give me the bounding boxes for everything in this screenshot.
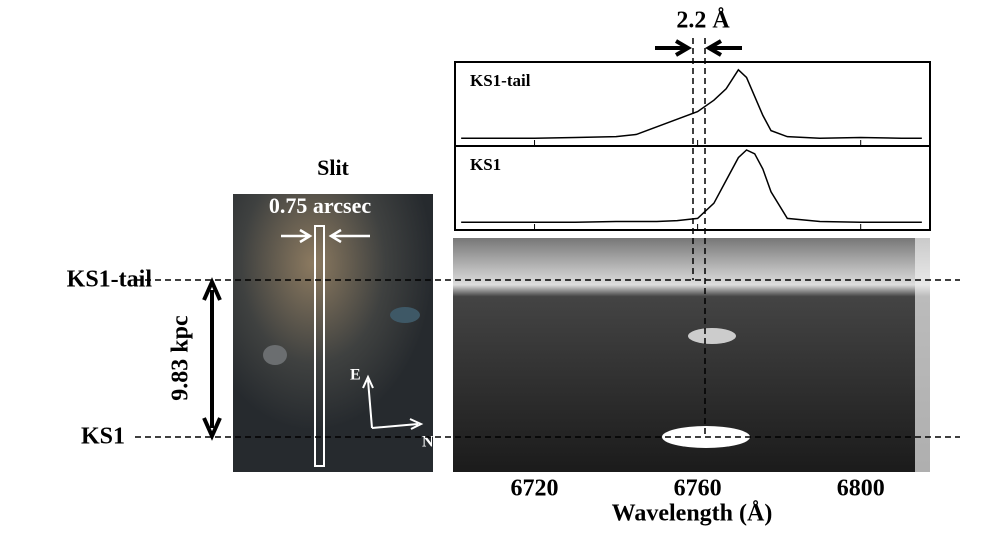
x-tick-label: 6800: [837, 476, 885, 502]
edge: [915, 238, 930, 472]
panel-label: KS1: [470, 155, 501, 174]
offset-arrows: [655, 39, 742, 57]
slit-title: Slit: [317, 155, 349, 180]
blob: [390, 307, 420, 323]
blob: [263, 345, 287, 365]
row-label: KS1-tail: [67, 267, 153, 293]
slit: [314, 225, 325, 467]
scale-arrow: [202, 277, 222, 441]
panel-label: KS1-tail: [470, 71, 531, 90]
compass-arrows: [362, 374, 424, 430]
spectrum-line: [461, 68, 922, 139]
spectrum-line: [461, 149, 922, 223]
offset-label: 2.2 Å: [676, 8, 730, 34]
emission: [688, 328, 736, 344]
x-tick-label: 6720: [511, 476, 559, 502]
compass-n: N: [422, 434, 434, 451]
x-tick-label: 6760: [674, 476, 722, 502]
scale-label: 9.83 kpc: [168, 315, 194, 401]
width-arrows: [281, 228, 370, 244]
guides: [135, 38, 960, 438]
x-axis-label: Wavelength (Å): [612, 501, 773, 527]
compass-e: E: [350, 367, 361, 384]
row-label: KS1: [81, 424, 125, 450]
slit-width-label: 0.75 arcsec: [269, 193, 371, 218]
